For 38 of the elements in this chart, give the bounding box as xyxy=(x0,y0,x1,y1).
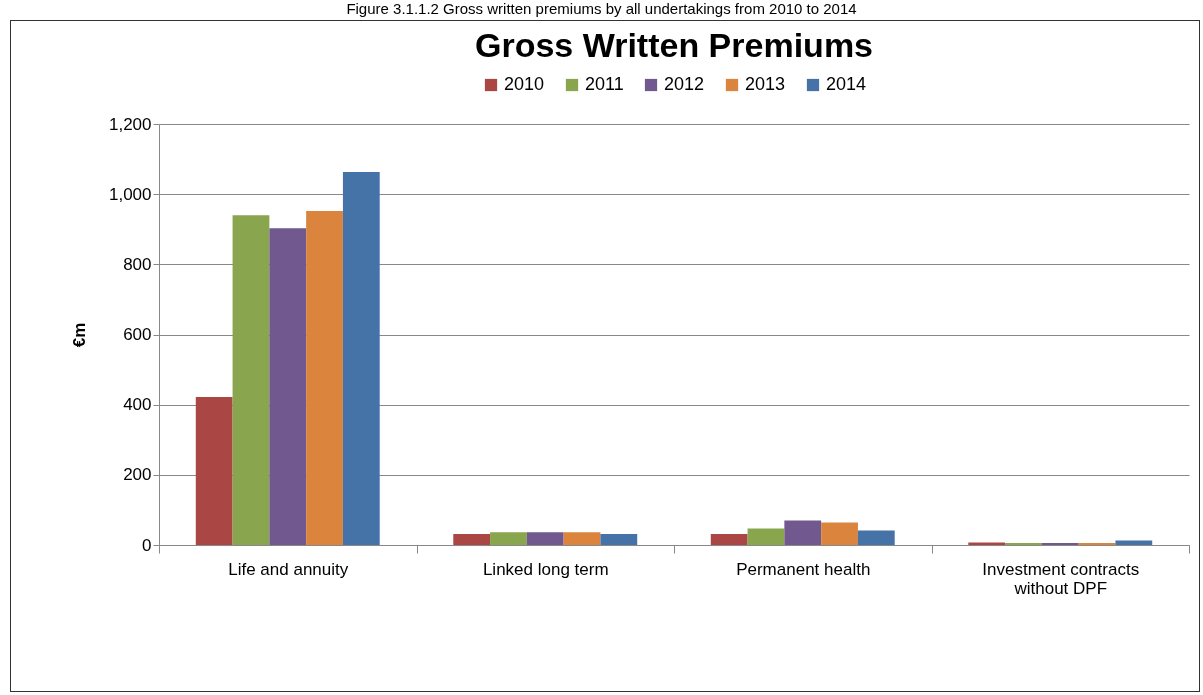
bar xyxy=(784,520,822,545)
bar xyxy=(232,215,270,545)
bar xyxy=(821,522,858,545)
legend-label: 2010 xyxy=(504,74,545,94)
bar xyxy=(342,172,380,545)
x-tick-label: Linked long term xyxy=(482,559,609,579)
caption: Figure 3.1.1.2 Gross written premiums by all undertakings from 2010 to 2014 xyxy=(345,0,858,19)
legend-label: 2013 xyxy=(745,74,786,94)
y-tick-label: 1,000 xyxy=(108,184,152,204)
legend-label: 2014 xyxy=(826,74,867,94)
y-axis-title: €m xyxy=(69,322,89,348)
bar xyxy=(710,534,748,545)
bar xyxy=(1005,542,1042,545)
y-tick-label: 600 xyxy=(123,325,152,344)
bar xyxy=(1115,540,1153,545)
y-tick-label: 800 xyxy=(123,254,152,274)
x-tick-label: Permanent health xyxy=(736,559,871,579)
bar xyxy=(306,211,343,545)
bar xyxy=(269,228,307,545)
bar xyxy=(1078,542,1116,545)
bar xyxy=(747,528,785,545)
bar xyxy=(563,532,601,545)
y-tick-label: 400 xyxy=(123,395,152,415)
legend-label: 2011 xyxy=(585,74,624,94)
bar xyxy=(1041,542,1079,545)
legend-label: 2012 xyxy=(664,74,705,94)
bar xyxy=(857,530,895,545)
bar xyxy=(195,396,233,545)
bar xyxy=(453,534,491,545)
x-tick-label: Life and annuity xyxy=(228,559,349,579)
x-tick-label: Investment contracts without DPF xyxy=(982,559,1140,598)
bar xyxy=(600,534,638,545)
y-tick-label: 1,200 xyxy=(108,114,152,134)
bar xyxy=(526,532,564,545)
bar xyxy=(490,532,527,545)
y-tick-label: 200 xyxy=(123,465,152,485)
chart-title: Gross Written Premiums xyxy=(474,26,874,64)
y-tick-label: 0 xyxy=(142,535,152,555)
